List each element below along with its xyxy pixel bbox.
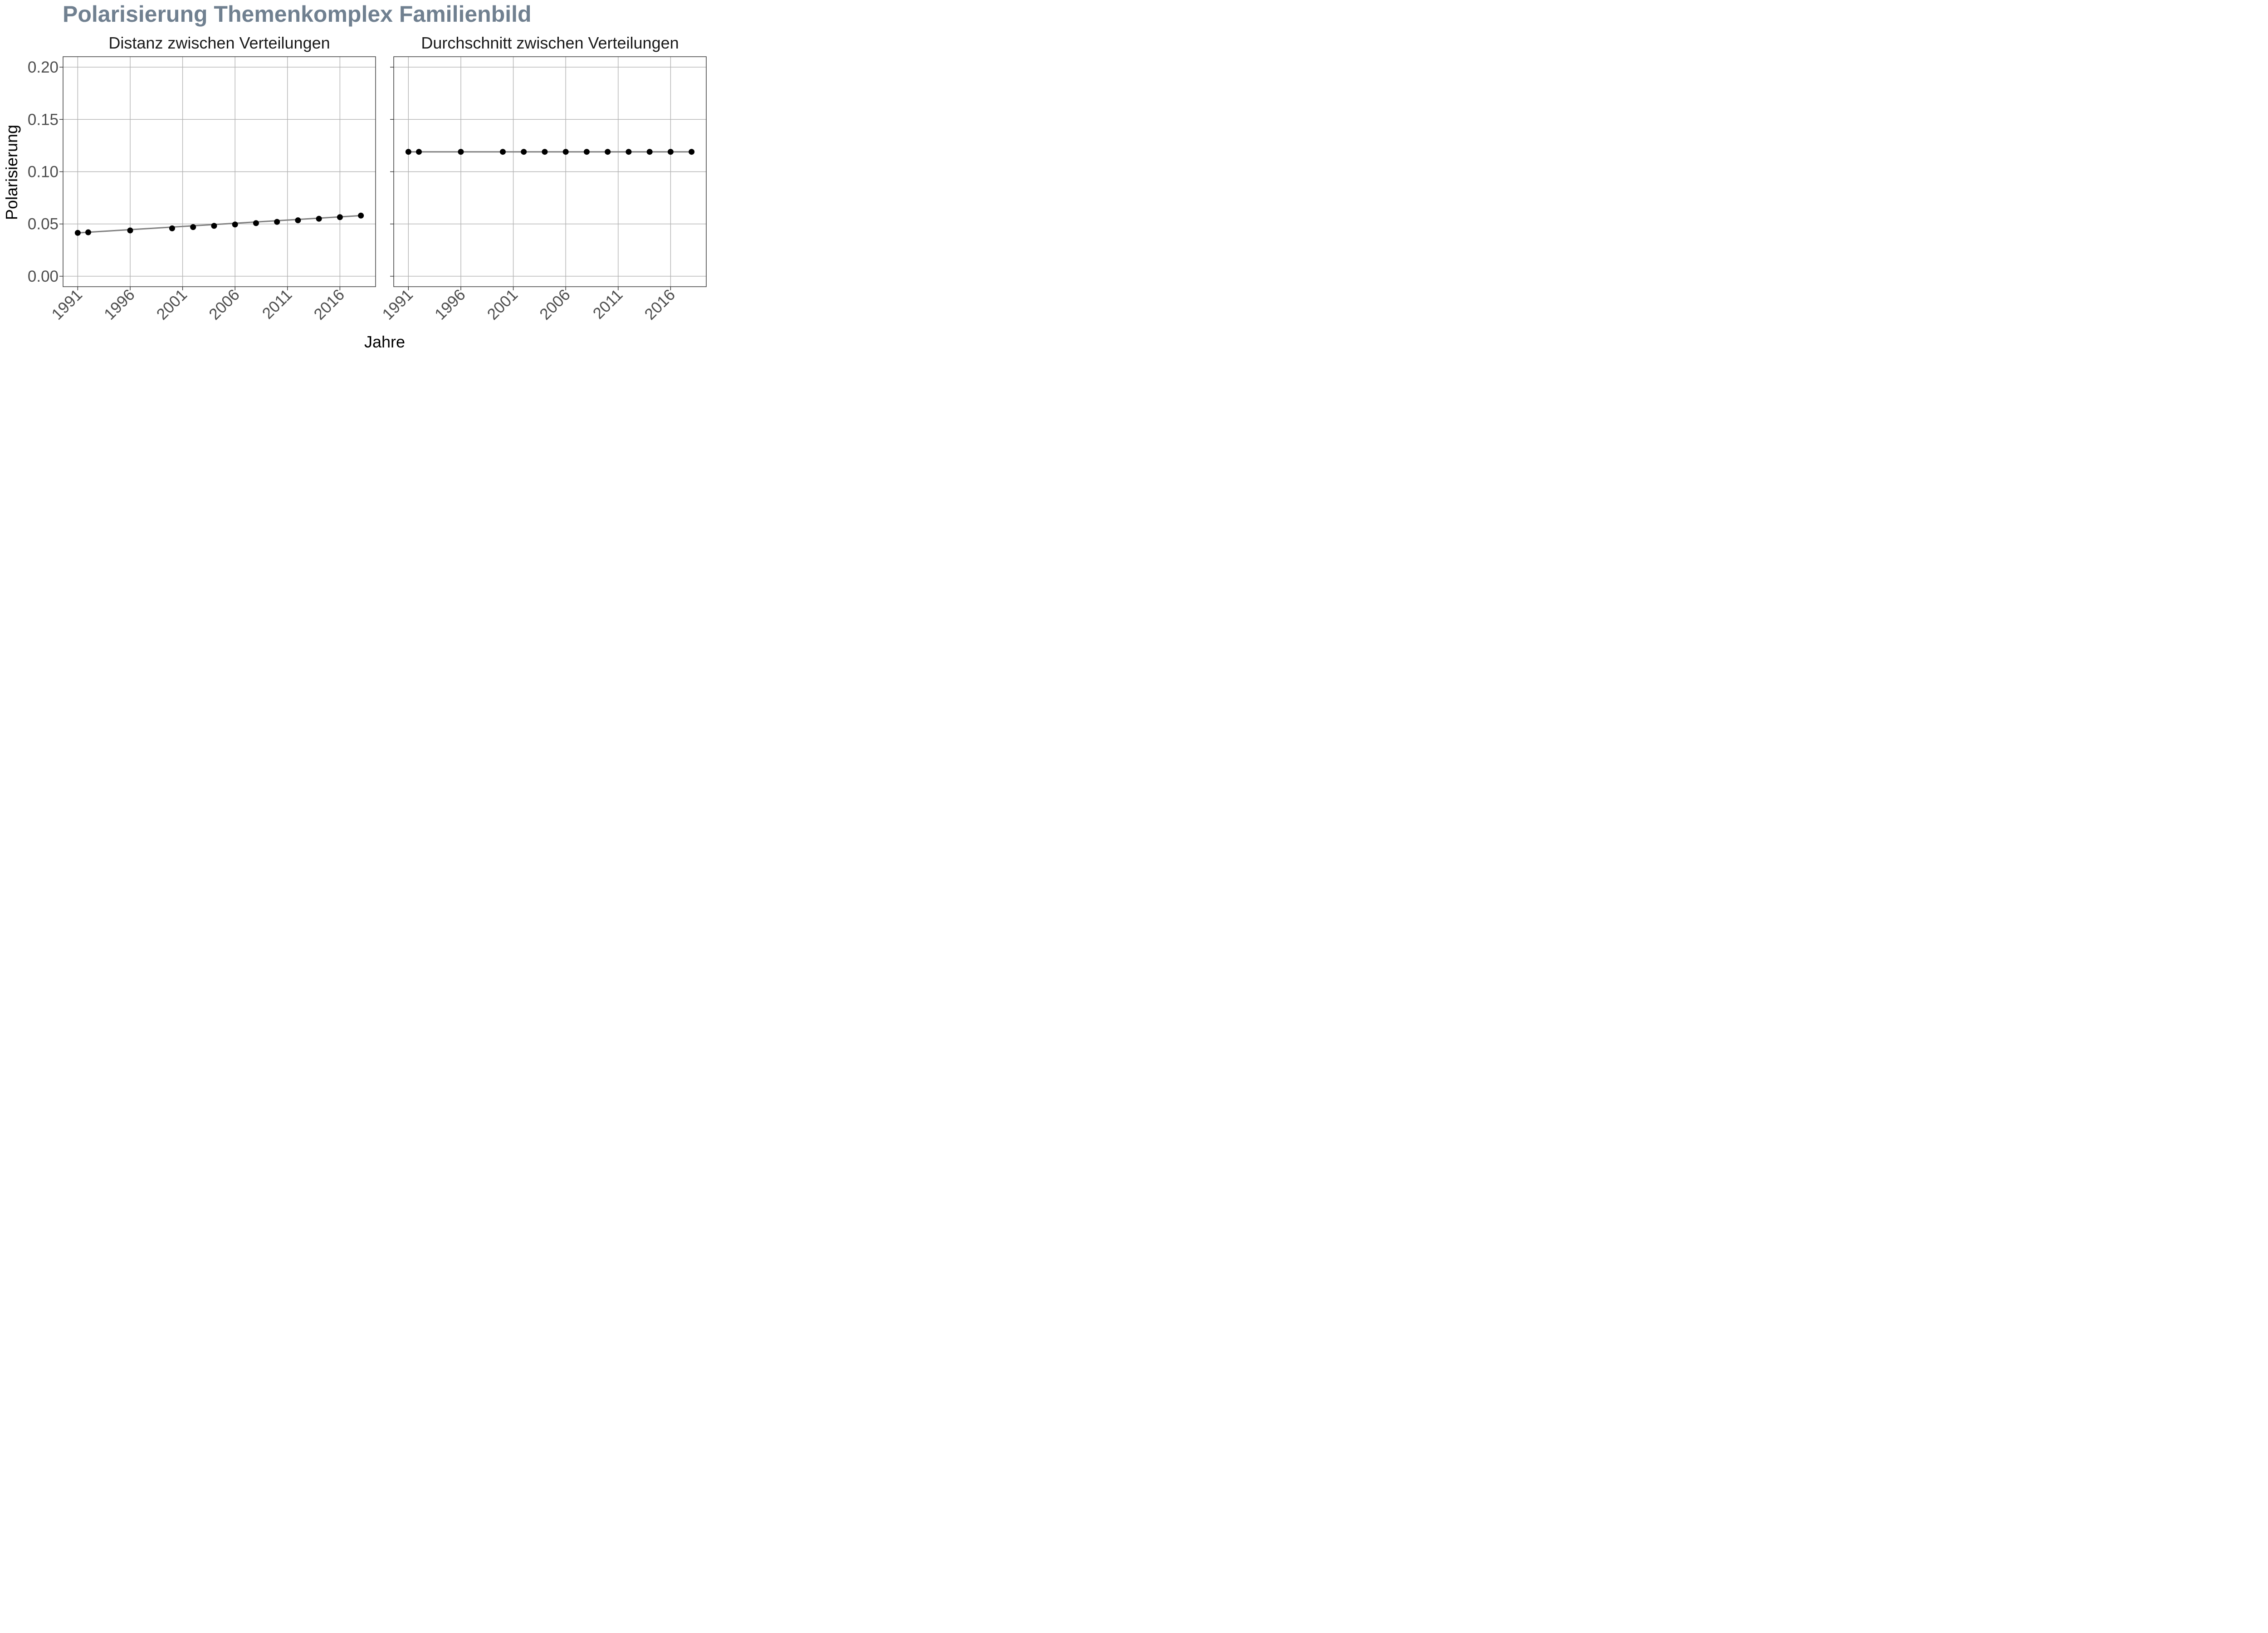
- data-point: [542, 149, 548, 155]
- data-point: [232, 221, 238, 228]
- data-point: [85, 229, 91, 235]
- data-point: [190, 224, 196, 230]
- y-tick-label: 0.05: [28, 215, 59, 233]
- chart: Polarisierung Themenkomplex Familienbild…: [2, 1, 707, 351]
- panel-title: Distanz zwischen Verteilungen: [108, 34, 330, 52]
- y-tick-label: 0.15: [28, 111, 59, 128]
- y-axis-label: Polarisierung: [2, 125, 21, 220]
- data-point: [626, 149, 632, 155]
- panel-border: [393, 56, 707, 287]
- x-tick-label: 2016: [310, 286, 348, 323]
- x-tick-label: 2016: [641, 286, 679, 323]
- panel-title: Durchschnitt zwischen Verteilungen: [421, 34, 679, 52]
- data-point: [358, 212, 364, 219]
- data-point: [295, 217, 301, 224]
- panels: Distanz zwischen Verteilungen 0.00 0.05 0.1…: [28, 34, 707, 323]
- data-point: [316, 215, 322, 222]
- data-point: [689, 149, 695, 155]
- x-tick-label: 2011: [259, 286, 296, 323]
- y-tick-label: 0.00: [28, 268, 59, 285]
- data-point: [405, 149, 411, 155]
- x-tick-label: 1996: [101, 286, 138, 323]
- data-point: [169, 225, 175, 231]
- chart-title: Polarisierung Themenkomplex Familienbild: [63, 1, 532, 27]
- data-point: [337, 214, 343, 220]
- y-tick-label: 0.20: [28, 59, 59, 76]
- panel-2: Durchschnitt zwischen Verteilungen 1991 19…: [379, 34, 707, 323]
- data-point: [605, 149, 611, 155]
- x-tick-label: 2006: [536, 286, 574, 323]
- data-point: [74, 230, 81, 236]
- data-point: [458, 149, 464, 155]
- x-tick-label: 1991: [48, 286, 86, 323]
- data-point: [253, 220, 259, 226]
- data-point: [646, 149, 653, 155]
- x-tick-label: 2006: [205, 286, 243, 323]
- data-point: [583, 149, 590, 155]
- data-point: [415, 149, 422, 155]
- trend-line: [78, 215, 361, 234]
- data-point: [274, 219, 280, 225]
- data-point: [667, 149, 674, 155]
- data-point: [521, 149, 527, 155]
- x-tick-label: 2001: [484, 286, 522, 323]
- panel-border: [63, 56, 376, 287]
- x-axis-label: Jahre: [364, 332, 405, 351]
- panel-1: Distanz zwischen Verteilungen 0.00 0.05 0.1…: [28, 34, 376, 323]
- x-tick-label: 2001: [153, 286, 191, 323]
- x-tick-label: 2011: [590, 286, 626, 323]
- data-point: [127, 227, 133, 234]
- data-point: [499, 149, 506, 155]
- x-tick-label: 1996: [431, 286, 469, 323]
- data-point: [211, 223, 217, 229]
- x-tick-label: 1991: [379, 286, 416, 323]
- data-point: [562, 149, 569, 155]
- y-tick-label: 0.10: [28, 163, 59, 181]
